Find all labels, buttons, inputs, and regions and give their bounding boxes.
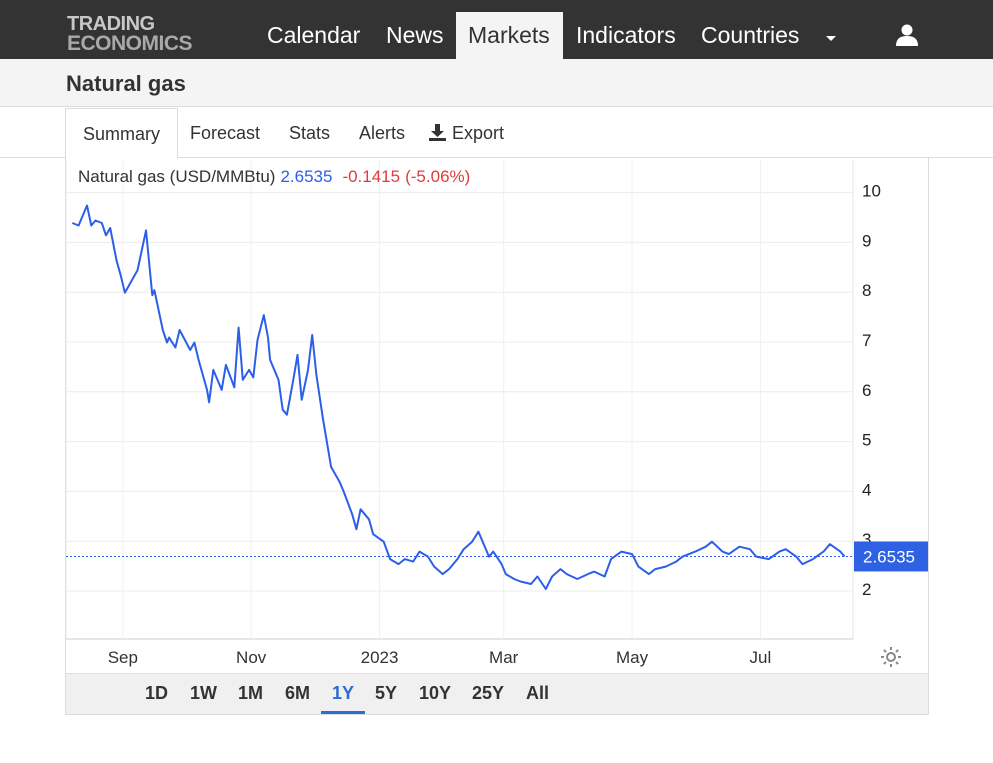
range-25y-button[interactable]: 25Y [472, 683, 505, 703]
series-line [71, 204, 846, 590]
brand-logo[interactable]: TRADING ECONOMICS [67, 13, 193, 55]
range-selector-bar [66, 673, 928, 714]
y-tick-label: 10 [862, 182, 881, 201]
nav-item-countries[interactable]: Countries [701, 22, 800, 48]
y-tick-label: 7 [862, 331, 871, 350]
y-tick-label: 6 [862, 381, 871, 400]
range-6m-button[interactable]: 6M [285, 683, 311, 703]
page-title: Natural gas [66, 71, 186, 96]
nav-item-markets[interactable]: Markets [456, 12, 563, 59]
range-1d-button[interactable]: 1D [145, 683, 169, 703]
y-tick-label: 3 [862, 530, 871, 549]
y-tick-label: 9 [862, 231, 871, 250]
legend-change-pct: (-5.06%) [405, 167, 470, 186]
range-10y-button[interactable]: 10Y [419, 683, 452, 703]
nav-item-indicators[interactable]: Indicators [576, 22, 676, 48]
tabs-divider [0, 157, 993, 158]
nav-item-calendar[interactable]: Calendar [267, 22, 361, 48]
chart-legend: Natural gas (USD/MMBtu) 2.6535 -0.1415 (-5.… [78, 167, 470, 186]
brand-logo-line1: TRADING [67, 13, 155, 35]
tab-forecast[interactable]: Forecast [190, 123, 261, 143]
y-tick-label: 2 [862, 580, 871, 599]
tab-export[interactable]: Export [412, 108, 521, 158]
page-header-bar [0, 59, 993, 107]
user-icon[interactable] [895, 24, 919, 46]
y-tick-label: 8 [862, 281, 871, 300]
last-value-marker: 2.6535 [66, 541, 928, 572]
tab-stats[interactable]: Stats [289, 123, 331, 143]
y-axis: 2 3 4 5 6 7 8 9 10 [862, 182, 881, 599]
caret-down-icon[interactable] [826, 36, 836, 41]
x-axis: Sep Nov 2023 Mar May Jul [108, 648, 772, 667]
nav-item-news[interactable]: News [386, 22, 444, 48]
brand-logo-line2: ECONOMICS [67, 32, 193, 55]
range-1w-button[interactable]: 1W [190, 683, 217, 703]
x-tick-label: Jul [750, 648, 772, 667]
active-range-indicator [321, 711, 365, 714]
range-5y-button[interactable]: 5Y [375, 683, 398, 703]
y-tick-label: 5 [862, 431, 871, 450]
x-tick-label: May [616, 648, 649, 667]
legend-series-name: Natural gas (USD/MMBtu) [78, 167, 275, 186]
tab-summary[interactable]: Summary [65, 108, 179, 159]
last-value-label-bg [854, 541, 928, 572]
x-tick-label: Nov [236, 648, 267, 667]
tab-alerts[interactable]: Alerts [359, 123, 406, 143]
chart-grid [65, 160, 854, 640]
tab-export-label: Export [452, 123, 505, 143]
gear-icon[interactable] [880, 646, 902, 668]
y-tick-label: 4 [862, 480, 871, 499]
x-tick-label: 2023 [361, 648, 399, 667]
range-1m-button[interactable]: 1M [238, 683, 264, 703]
range-1y-button[interactable]: 1Y [332, 683, 355, 703]
x-tick-label: Mar [489, 648, 519, 667]
x-tick-label: Sep [108, 648, 138, 667]
legend-change: -0.1415 [342, 167, 400, 186]
range-all-button[interactable]: All [526, 683, 550, 703]
download-icon [429, 124, 446, 141]
legend-price: 2.6535 [280, 167, 332, 186]
last-value-label: 2.6535 [863, 547, 915, 566]
